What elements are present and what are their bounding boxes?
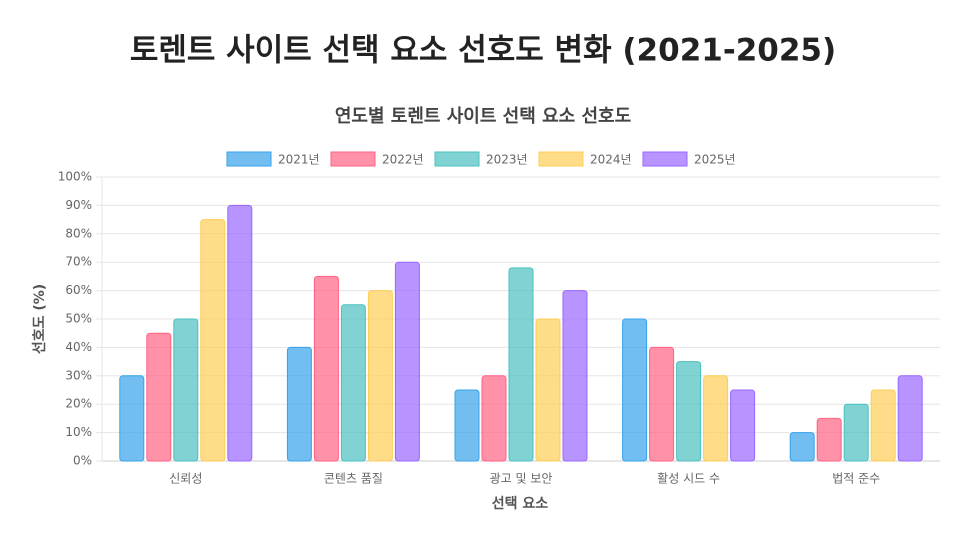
legend-swatch [226, 151, 272, 167]
legend-swatch [642, 151, 688, 167]
bar [789, 432, 815, 462]
y-tick-label: 10% [65, 425, 92, 439]
y-tick-label: 30% [65, 368, 92, 382]
page-title: 토렌트 사이트 선택 요소 선호도 변화 (2021-2025) [130, 33, 836, 69]
x-tick-label: 법적 준수 [832, 472, 880, 486]
bar [481, 375, 507, 462]
x-tick-label: 신뢰성 [169, 472, 202, 486]
bar [454, 389, 480, 462]
y-axis-label: 선호도 (%) [32, 284, 48, 354]
chart-title: 연도별 토렌트 사이트 선택 요소 선호도 [335, 106, 631, 127]
x-tick-label: 콘텐츠 품질 [324, 472, 383, 486]
bar [562, 290, 588, 462]
bar [676, 361, 702, 462]
bar [313, 275, 339, 462]
x-axis-label: 선택 요소 [492, 495, 549, 512]
y-tick-label: 40% [65, 340, 92, 354]
bar [649, 346, 675, 462]
legend-label: 2024년 [590, 153, 632, 167]
bar [535, 318, 561, 462]
y-tick-label: 90% [65, 198, 92, 212]
x-tick-label: 광고 및 보안 [490, 472, 553, 486]
legend-label: 2022년 [382, 153, 424, 167]
bar [508, 267, 534, 462]
bar [367, 290, 393, 462]
legend-label: 2025년 [694, 153, 736, 167]
bar [286, 346, 312, 462]
legend-swatch [330, 151, 376, 167]
y-tick-label: 100% [58, 170, 92, 184]
bar [227, 204, 253, 462]
bar [394, 261, 420, 462]
bar [119, 375, 145, 462]
bar [146, 332, 172, 462]
legend-swatch [434, 151, 480, 167]
y-tick-label: 0% [73, 454, 92, 468]
y-tick-label: 50% [65, 312, 92, 326]
y-tick-label: 20% [65, 397, 92, 411]
bar [843, 403, 869, 462]
bar [730, 389, 756, 462]
y-tick-label: 80% [65, 226, 92, 240]
x-tick-label: 활성 시드 수 [657, 472, 720, 486]
bar [816, 417, 842, 462]
bar [340, 304, 366, 462]
y-tick-label: 60% [65, 283, 92, 297]
bar [622, 318, 648, 462]
bar [173, 318, 199, 462]
bar [870, 389, 896, 462]
bar [200, 219, 226, 462]
y-tick-label: 70% [65, 255, 92, 269]
legend-swatch [538, 151, 584, 167]
legend-label: 2023년 [486, 153, 528, 167]
legend-label: 2021년 [278, 153, 320, 167]
bar [897, 375, 923, 462]
bar [703, 375, 729, 462]
